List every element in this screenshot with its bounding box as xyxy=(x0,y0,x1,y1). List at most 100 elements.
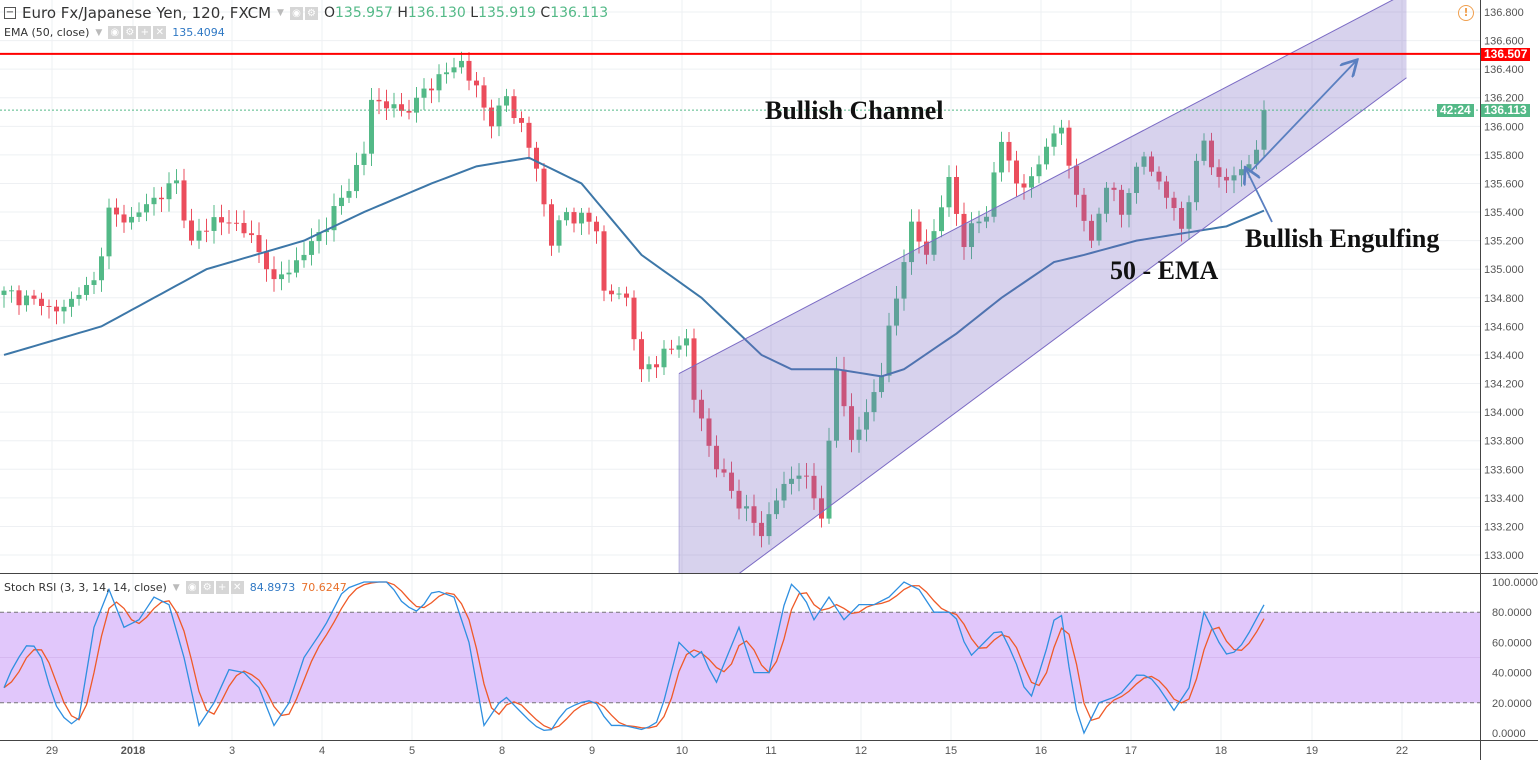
open-label: O xyxy=(323,5,335,21)
stoch-label[interactable]: Stoch RSI (3, 3, 14, 14, close) xyxy=(4,581,167,594)
eye-icon[interactable]: ◉ xyxy=(289,6,303,20)
candle-body xyxy=(414,97,419,113)
candle-body xyxy=(271,269,277,280)
candle-body xyxy=(894,298,899,326)
gear-icon[interactable]: ⚙ xyxy=(200,581,214,594)
candle-body xyxy=(991,172,997,217)
candle-body xyxy=(421,88,427,98)
plus-icon[interactable]: + xyxy=(215,581,229,594)
candle-body xyxy=(1029,176,1034,188)
low-label: L xyxy=(470,5,479,21)
candle-body xyxy=(984,216,989,222)
candle-body xyxy=(106,207,112,257)
candle-body xyxy=(519,118,524,123)
candle-body xyxy=(1194,160,1199,203)
high-label: H xyxy=(397,5,408,21)
plus-icon[interactable]: + xyxy=(138,26,152,39)
candle-body xyxy=(391,104,397,109)
candle-body xyxy=(1179,208,1184,229)
candle-body xyxy=(174,180,179,184)
chevron-down-icon[interactable]: ▼ xyxy=(277,8,284,18)
candle-body xyxy=(121,214,127,223)
candle-body xyxy=(1104,187,1109,214)
stoch-tick-label: 80.0000 xyxy=(1492,607,1532,619)
candle-body xyxy=(849,406,854,440)
chevron-down-icon[interactable]: ▼ xyxy=(95,27,103,38)
ema-legend: EMA (50, close) ▼ ◉ ⚙ + ✕ 135.4094 xyxy=(4,26,225,39)
stoch-tick-label: 0.0000 xyxy=(1492,728,1526,740)
candle-body xyxy=(654,364,659,368)
candle-body xyxy=(931,231,937,255)
price-tick-label: 136.000 xyxy=(1484,121,1524,133)
candle-body xyxy=(909,221,914,263)
eye-icon[interactable]: ◉ xyxy=(108,26,122,39)
price-tick-label: 134.200 xyxy=(1484,379,1524,391)
price-tick-label: 133.400 xyxy=(1484,493,1524,505)
candle-body xyxy=(961,213,967,248)
price-tick-label: 136.800 xyxy=(1484,7,1524,19)
eye-icon[interactable]: ◉ xyxy=(185,581,199,594)
price-tick-label: 136.600 xyxy=(1484,36,1524,48)
candle-body xyxy=(331,206,337,231)
price-tick-label: 134.000 xyxy=(1484,407,1524,419)
candle-body xyxy=(429,88,434,91)
collapse-icon[interactable]: − xyxy=(4,7,16,19)
candle-body xyxy=(301,254,307,261)
price-tick-label: 133.200 xyxy=(1484,521,1524,533)
candle-body xyxy=(751,506,757,523)
candle-body xyxy=(1209,140,1214,168)
symbol-title[interactable]: Euro Fx/Japanese Yen, 120, FXCM xyxy=(22,4,272,22)
candle-body xyxy=(1006,141,1012,161)
candle-body xyxy=(1066,127,1072,166)
candle-body xyxy=(1096,213,1102,241)
candle-body xyxy=(541,168,547,205)
candle-body xyxy=(511,96,517,119)
candle-body xyxy=(1216,167,1222,177)
candle-body xyxy=(969,223,974,248)
chevron-down-icon[interactable]: ▼ xyxy=(172,582,180,593)
alert-icon[interactable]: ! xyxy=(1458,5,1474,21)
candle-body xyxy=(549,204,554,246)
candle-body xyxy=(1059,127,1064,134)
stoch-legend: Stoch RSI (3, 3, 14, 14, close) ▼ ◉ ⚙ + ✕ 84… xyxy=(4,581,347,594)
candle-body xyxy=(54,306,59,312)
candle-body xyxy=(234,222,239,224)
candle-body xyxy=(879,375,884,393)
candle-body xyxy=(901,262,907,299)
resistance-price-tag: 136.507 xyxy=(1481,47,1531,61)
gear-icon[interactable]: ⚙ xyxy=(304,6,318,20)
candle-body xyxy=(256,235,262,253)
candle-body xyxy=(714,445,719,470)
price-tick-label: 133.600 xyxy=(1484,464,1524,476)
stoch-d-line xyxy=(3,581,1265,730)
candle-body xyxy=(609,290,614,295)
candle-body xyxy=(264,252,269,270)
candle-body xyxy=(766,514,772,537)
candle-body xyxy=(886,325,892,376)
candle-body xyxy=(474,80,479,86)
gear-icon[interactable]: ⚙ xyxy=(123,26,137,39)
stoch-tick-label: 100.0000 xyxy=(1492,577,1538,589)
stoch-d-value: 70.6247 xyxy=(301,581,347,594)
candle-body xyxy=(601,231,607,291)
candle-body xyxy=(196,230,202,241)
candle-body xyxy=(556,220,562,246)
candle-body xyxy=(729,472,734,491)
price-tick-label: 135.200 xyxy=(1484,236,1524,248)
candle-body xyxy=(1156,171,1162,182)
candle-body xyxy=(646,364,652,370)
price-tick-label: 134.800 xyxy=(1484,293,1524,305)
candle-body xyxy=(534,147,539,169)
bar-countdown: 42:24 xyxy=(1437,104,1474,117)
ema-value: 135.4094 xyxy=(172,26,225,39)
candle-body xyxy=(136,212,142,217)
close-icon[interactable]: ✕ xyxy=(153,26,167,39)
close-icon[interactable]: ✕ xyxy=(230,581,244,594)
candle-body xyxy=(954,177,959,214)
candle-body xyxy=(481,85,487,108)
ema-label[interactable]: EMA (50, close) xyxy=(4,26,90,39)
candle-body xyxy=(684,338,689,346)
price-tick-label: 133.000 xyxy=(1484,550,1524,562)
price-tick-label: 136.200 xyxy=(1484,93,1524,105)
